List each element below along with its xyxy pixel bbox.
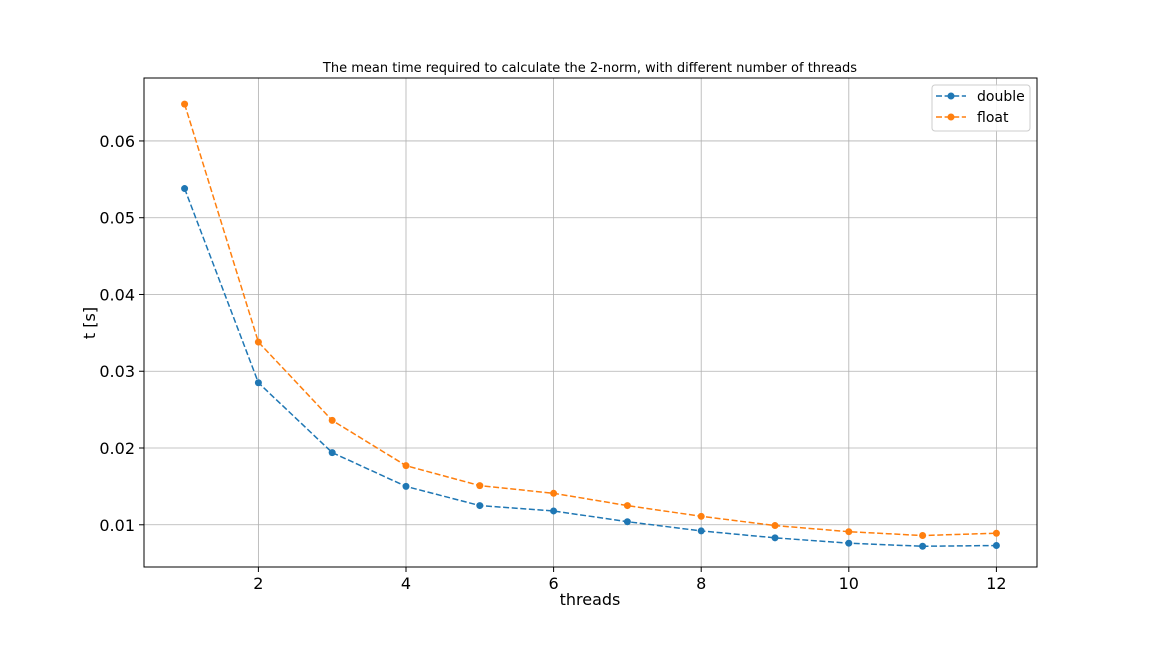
y-tick-label: 0.03 <box>99 362 135 381</box>
data-point-double <box>181 185 189 193</box>
x-tick-label: 12 <box>986 574 1006 593</box>
data-point-float <box>992 529 1000 537</box>
data-point-float <box>181 100 189 108</box>
chart-title: The mean time required to calculate the … <box>322 61 857 76</box>
series-line-float <box>183 103 997 537</box>
data-point-double <box>550 507 558 515</box>
data-point-float <box>623 502 631 510</box>
data-point-double <box>623 518 631 526</box>
x-tick-label: 10 <box>839 574 859 593</box>
legend: double float <box>931 84 1031 132</box>
legend-label-float: float <box>977 110 1009 126</box>
data-point-double <box>919 542 927 550</box>
y-tick-label: 0.04 <box>99 285 135 304</box>
legend-item-float: float <box>936 110 1009 126</box>
data-point-float <box>771 522 779 530</box>
y-axis-label: t [s] <box>80 307 99 339</box>
data-point-double <box>697 527 705 535</box>
plot-frame <box>143 77 1038 568</box>
legend-marker-double <box>947 92 955 100</box>
series-layer <box>181 100 1000 550</box>
series-line-double <box>183 188 997 548</box>
x-tick-label: 4 <box>401 574 411 593</box>
legend-label-double: double <box>977 89 1025 105</box>
data-point-double <box>845 539 853 547</box>
y-tick-label: 0.06 <box>99 132 135 151</box>
x-tick-label: 2 <box>253 574 263 593</box>
data-point-float <box>476 482 484 490</box>
data-point-float <box>845 528 853 536</box>
series-double <box>181 185 1000 550</box>
legend-marker-float <box>947 113 955 121</box>
y-tick-label: 0.02 <box>99 439 135 458</box>
x-tick-label: 8 <box>696 574 706 593</box>
x-tick-label: 6 <box>549 574 559 593</box>
data-point-double <box>328 449 336 457</box>
grid <box>144 78 1037 567</box>
data-point-float <box>550 489 558 497</box>
data-point-double <box>254 379 262 387</box>
data-point-float <box>328 416 336 424</box>
data-point-double <box>992 542 1000 550</box>
ticks: 2 4 6 8 10 12 0.01 0.02 0.03 0.04 0.05 0.06 <box>99 132 1006 593</box>
legend-item-double: double <box>936 89 1025 105</box>
data-point-double <box>402 482 410 490</box>
data-point-float <box>697 512 705 520</box>
data-point-double <box>771 534 779 542</box>
data-point-double <box>476 502 484 510</box>
data-point-float <box>402 462 410 470</box>
series-float <box>181 100 1000 540</box>
x-axis-label: threads <box>560 590 621 609</box>
data-point-float <box>254 338 262 346</box>
y-tick-label: 0.05 <box>99 209 135 228</box>
data-point-float <box>919 532 927 540</box>
y-tick-label: 0.01 <box>99 516 135 535</box>
